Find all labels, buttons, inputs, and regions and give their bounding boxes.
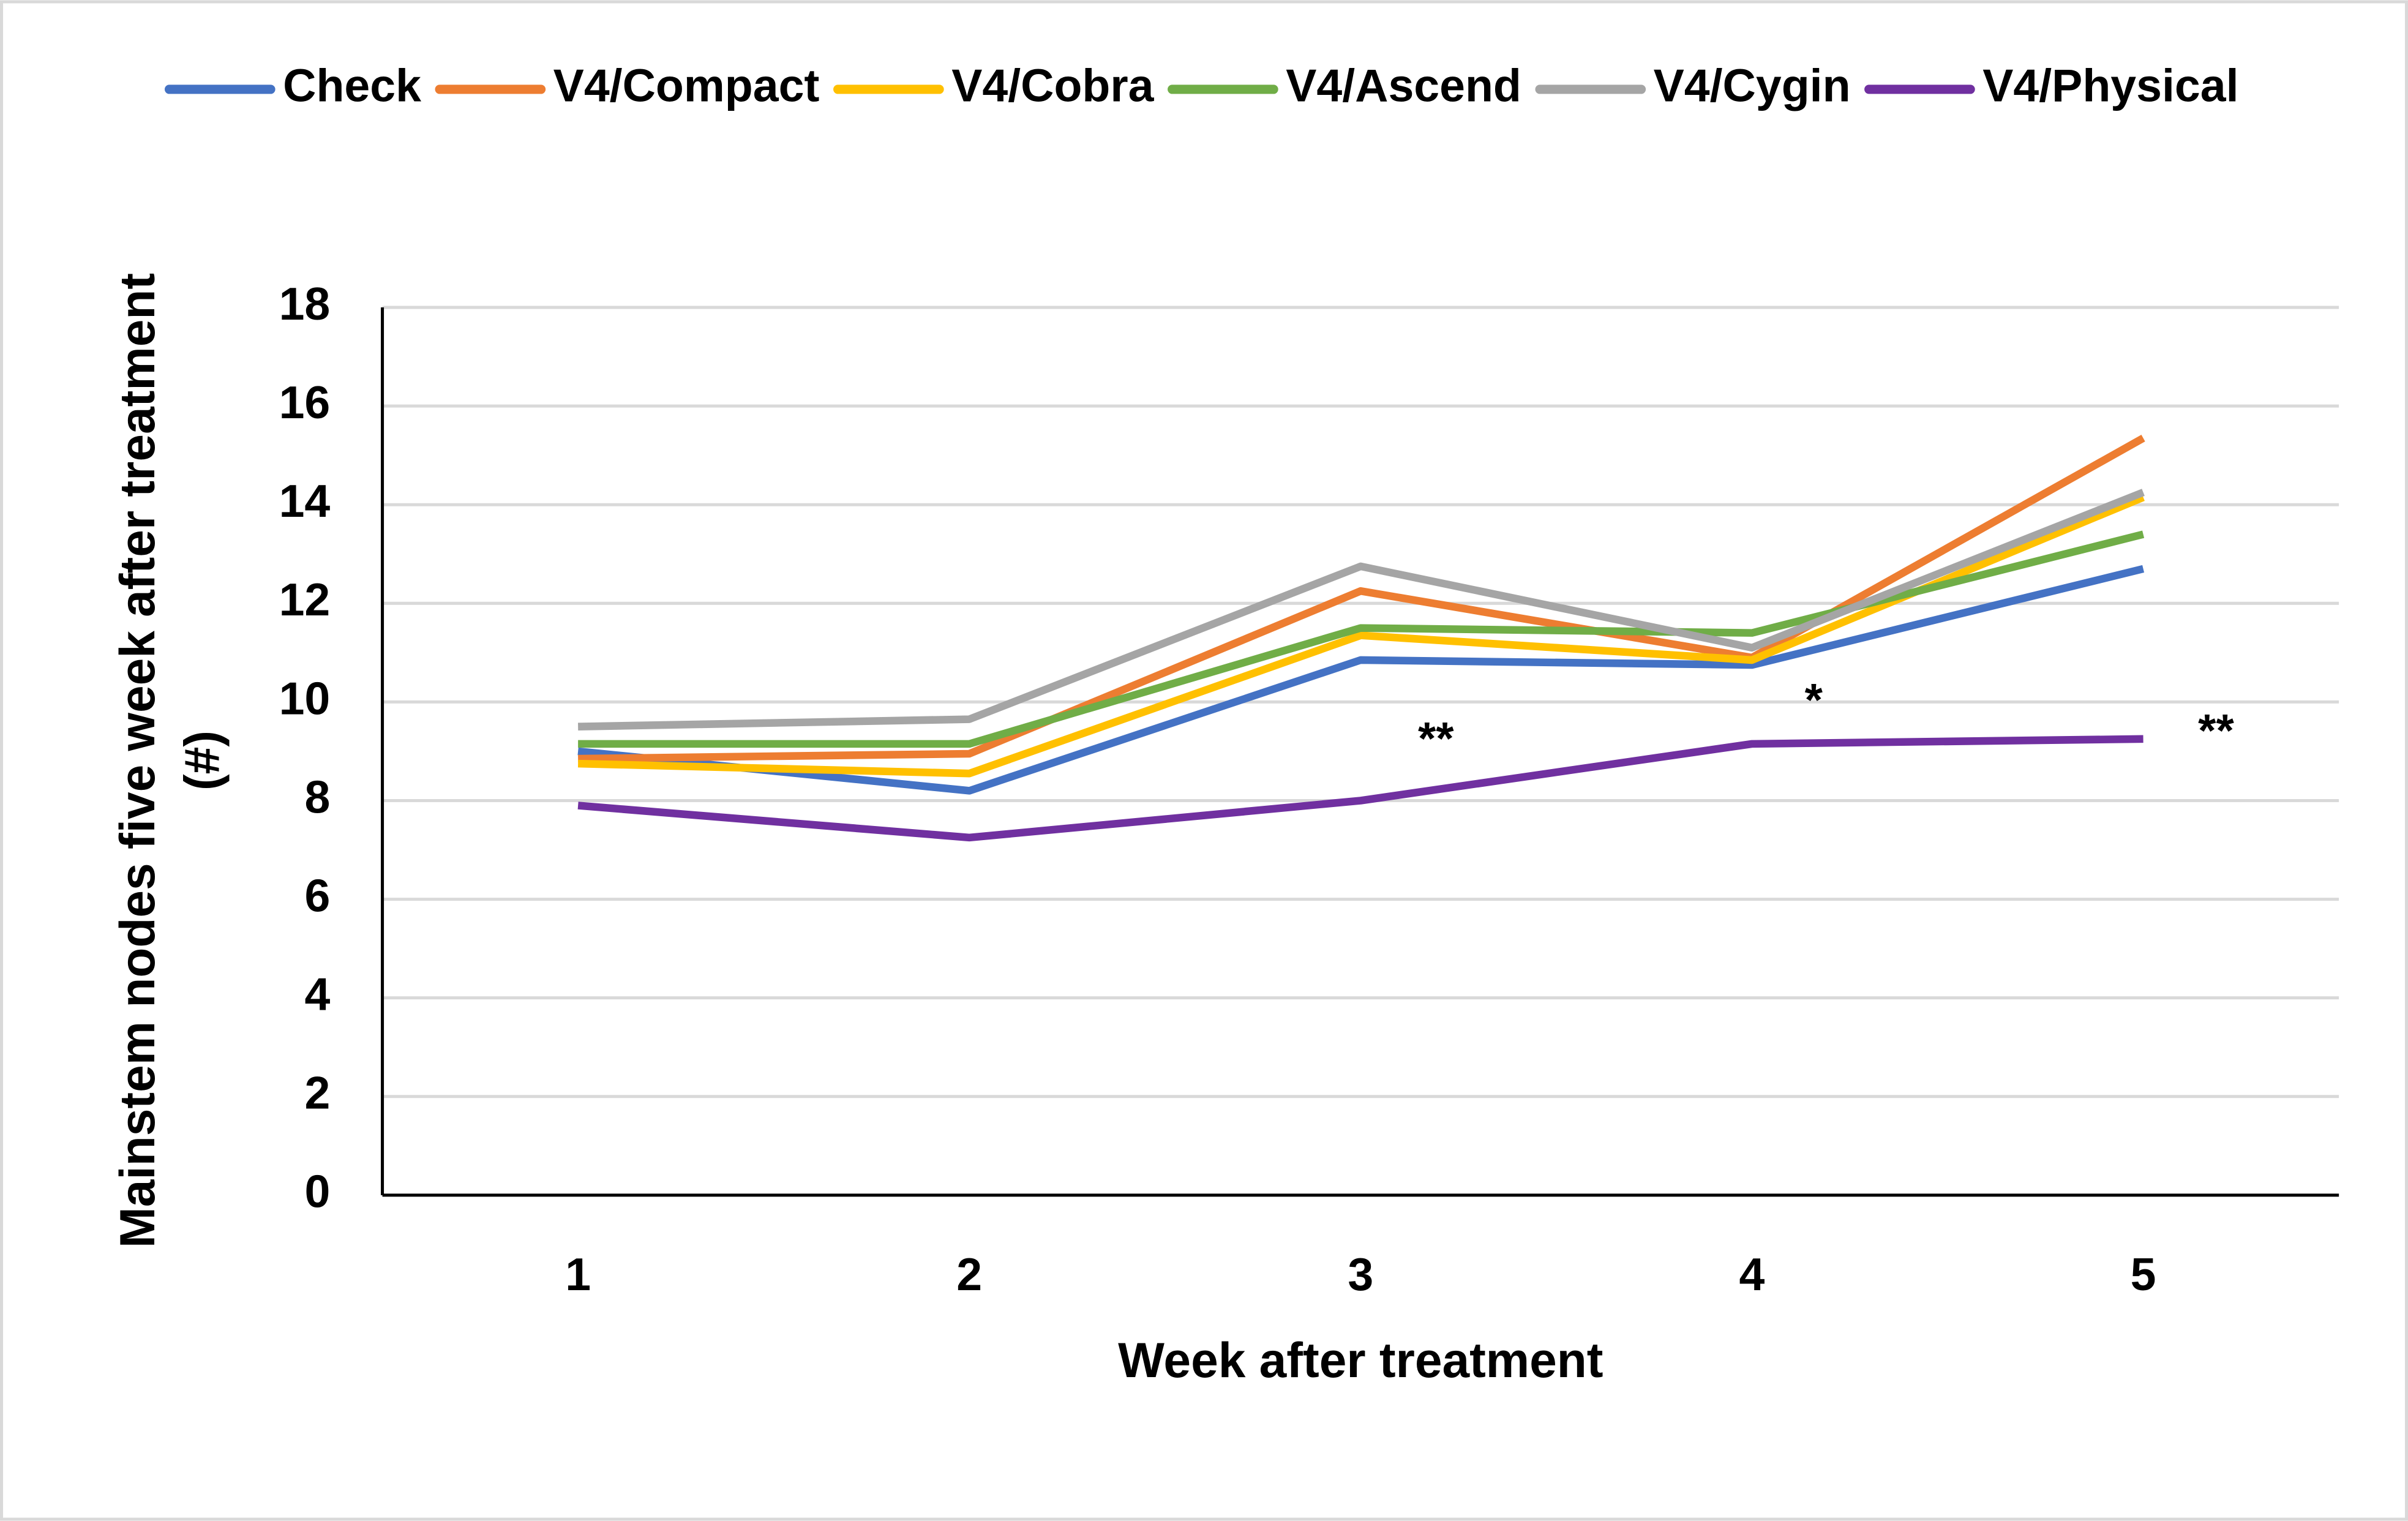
y-tick-label: 12 [279, 574, 331, 625]
x-tick-label: 2 [956, 1249, 982, 1300]
annotation: ** [1418, 713, 1454, 764]
y-tick-label: 2 [304, 1067, 330, 1119]
y-tick-label: 14 [279, 475, 331, 527]
x-axis-title: Week after treatment [1118, 1333, 1603, 1388]
y-tick-label: 0 [304, 1166, 330, 1217]
legend-label: Check [283, 60, 421, 111]
y-tick-label: 18 [279, 278, 331, 329]
y-tick-label: 6 [304, 869, 330, 921]
y-axis-title: Mainstem nodes five week after treatment [110, 273, 165, 1248]
series-line [578, 435, 2145, 763]
y-tick-label: 16 [279, 377, 331, 428]
y-axis-title: (#) [174, 730, 230, 791]
x-tick-label: 5 [2131, 1249, 2156, 1300]
legend-label: V4/Cobra [951, 60, 1154, 111]
series-line [577, 565, 2145, 795]
series-line [577, 494, 2145, 778]
x-tick-label: 1 [565, 1249, 591, 1300]
annotation: ** [2198, 705, 2234, 756]
y-tick-label: 4 [304, 969, 330, 1020]
x-tick-label: 4 [1739, 1249, 1765, 1300]
legend-label: V4/Physical [1982, 60, 2238, 111]
annotation: * [1805, 674, 1823, 726]
x-tick-label: 3 [1348, 1249, 1373, 1300]
series-line [577, 735, 2144, 842]
legend-label: V4/Ascend [1286, 60, 1521, 111]
legend-label: V4/Compact [553, 60, 820, 111]
y-tick-label: 10 [279, 672, 331, 724]
series-line [578, 489, 2145, 730]
legend-label: V4/Cygin [1654, 60, 1851, 111]
y-tick-label: 8 [304, 771, 330, 822]
